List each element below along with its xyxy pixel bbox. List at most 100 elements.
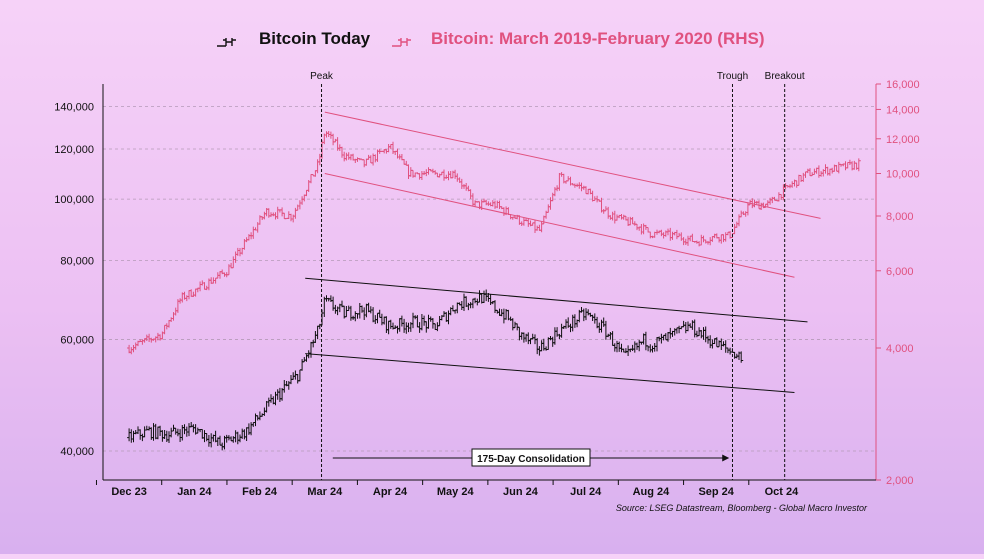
today-price-bar bbox=[559, 323, 564, 338]
rhs-price-bar bbox=[386, 144, 391, 153]
rhs-price-bar bbox=[129, 347, 134, 355]
today-price-bar bbox=[544, 346, 549, 351]
today-price-bar bbox=[550, 336, 555, 347]
today-price-bar bbox=[517, 326, 522, 341]
rhs-price-bar bbox=[273, 212, 278, 220]
today-price-bar bbox=[379, 313, 384, 326]
rhs-price-bar bbox=[433, 170, 438, 175]
rhs-price-bar bbox=[752, 199, 757, 208]
today-price-bar bbox=[395, 325, 400, 334]
rhs-price-bar bbox=[275, 206, 280, 219]
rhs-price-bar bbox=[462, 184, 466, 189]
today-price-bar bbox=[251, 422, 256, 427]
channel-line bbox=[305, 277, 808, 323]
rhs-price-bar bbox=[408, 167, 413, 177]
rhs-price-bar bbox=[362, 159, 367, 168]
rhs-price-bar bbox=[446, 171, 451, 181]
rhs-price-bar bbox=[819, 171, 824, 177]
legend-icon-today bbox=[217, 38, 236, 47]
today-price-bar bbox=[659, 333, 664, 344]
today-price-bar bbox=[697, 327, 702, 337]
right-tick-label: 12,000 bbox=[886, 134, 920, 146]
today-price-bar bbox=[127, 428, 132, 442]
today-price-bar bbox=[435, 322, 440, 332]
today-price-bar bbox=[728, 347, 733, 355]
today-price-bar bbox=[309, 341, 313, 358]
rhs-price-bar bbox=[721, 234, 726, 243]
today-price-bar bbox=[579, 307, 584, 313]
today-price-bar bbox=[468, 302, 473, 309]
today-price-bar bbox=[297, 369, 302, 382]
rhs-price-bar bbox=[238, 248, 242, 257]
rhs-price-bar bbox=[368, 155, 373, 164]
rhs-price-bar bbox=[246, 234, 251, 241]
rhs-price-bar bbox=[790, 181, 795, 188]
today-price-bar bbox=[344, 306, 349, 318]
today-price-bar bbox=[681, 320, 686, 328]
x-tick-label: May 24 bbox=[437, 486, 475, 498]
today-price-bar bbox=[422, 315, 427, 326]
legend-label-rhs: Bitcoin: March 2019-February 2020 (RHS) bbox=[431, 29, 765, 48]
rhs-price-bar bbox=[737, 214, 741, 227]
rhs-price-bar bbox=[734, 221, 739, 228]
rhs-price-bar bbox=[198, 281, 203, 292]
today-price-bar bbox=[213, 430, 218, 443]
rhs-price-bar bbox=[639, 224, 644, 235]
today-price-bar bbox=[586, 309, 591, 316]
rhs-price-bar bbox=[162, 324, 167, 335]
rhs-price-bar bbox=[497, 200, 502, 209]
today-price-bar bbox=[510, 318, 515, 331]
today-price-bar bbox=[266, 397, 271, 407]
today-price-bar bbox=[142, 426, 147, 438]
today-price-bar bbox=[513, 321, 517, 329]
today-price-bar bbox=[131, 430, 136, 443]
today-price-bar bbox=[619, 343, 624, 353]
rhs-price-bar bbox=[340, 146, 344, 158]
rhs-price-bar bbox=[313, 170, 318, 177]
rhs-price-bar bbox=[342, 151, 347, 162]
today-price-bar bbox=[384, 316, 389, 333]
today-price-bar bbox=[464, 296, 469, 307]
today-price-bar bbox=[224, 434, 229, 443]
today-price-bar bbox=[417, 322, 422, 333]
rhs-price-bar bbox=[612, 210, 617, 224]
today-price-bar bbox=[411, 312, 415, 329]
trend-channels bbox=[305, 111, 821, 393]
today-price-bar bbox=[175, 428, 180, 437]
today-price-bar bbox=[169, 427, 174, 438]
today-price-bar bbox=[302, 357, 307, 363]
rhs-price-bar bbox=[437, 173, 442, 178]
today-price-bar bbox=[488, 294, 493, 305]
rhs-price-bar bbox=[501, 207, 506, 216]
x-tick-label: Apr 24 bbox=[373, 486, 408, 498]
rhs-price-bar bbox=[533, 220, 537, 233]
x-tick-label: Aug 24 bbox=[633, 486, 671, 498]
today-price-bar bbox=[539, 340, 544, 352]
today-price-bar bbox=[719, 338, 724, 350]
today-price-bar bbox=[484, 289, 489, 302]
today-price-bar bbox=[404, 322, 409, 334]
rhs-price-bar bbox=[262, 211, 267, 220]
rhs-price-bar bbox=[834, 165, 839, 172]
rhs-price-bar bbox=[324, 131, 329, 138]
today-price-bar bbox=[584, 308, 588, 321]
rhs-price-bar bbox=[468, 189, 473, 199]
today-price-bar bbox=[377, 309, 382, 318]
right-tick-label: 16,000 bbox=[886, 79, 920, 91]
rhs-price-bar bbox=[823, 164, 828, 174]
today-price-bar bbox=[723, 340, 728, 353]
channel-line bbox=[305, 353, 795, 393]
right-tick-label: 14,000 bbox=[886, 104, 920, 116]
today-price-bar bbox=[694, 330, 699, 338]
series-rhs bbox=[127, 131, 861, 355]
rhs-price-bar bbox=[346, 152, 351, 160]
today-price-bar bbox=[178, 429, 183, 442]
rhs-price-bar bbox=[723, 232, 728, 242]
rhs-price-bar bbox=[251, 226, 256, 239]
rhs-price-bar bbox=[442, 169, 446, 181]
rhs-price-bar bbox=[666, 228, 670, 236]
today-price-bar bbox=[597, 322, 602, 333]
legend: Bitcoin Today Bitcoin: March 2019-Februa… bbox=[217, 29, 765, 48]
